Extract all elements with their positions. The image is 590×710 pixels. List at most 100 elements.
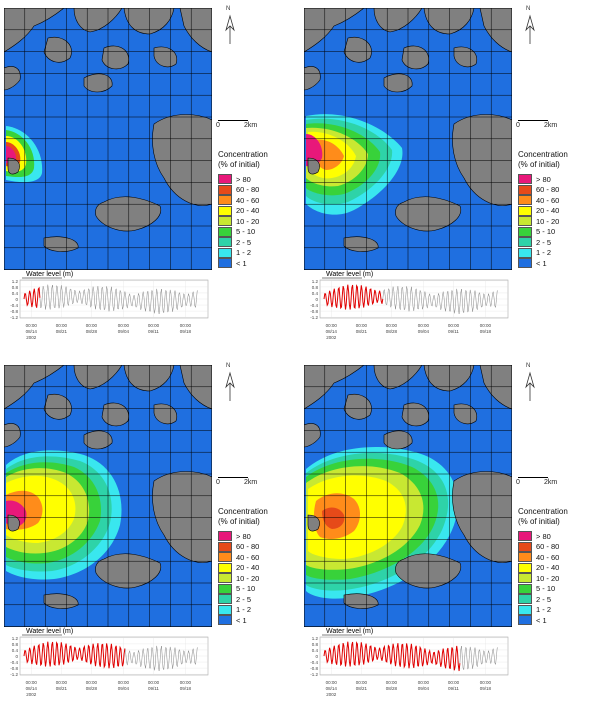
- wl-x-time: 00:00: [480, 680, 492, 685]
- legend-item: 20 - 40: [218, 562, 290, 574]
- legend-item: > 80: [518, 531, 590, 542]
- legend-label: 10 - 20: [236, 573, 260, 583]
- legend-title: Concentration (% of initial): [218, 150, 290, 170]
- legend-swatch: [218, 237, 232, 248]
- north-label: N: [526, 363, 531, 369]
- legend-item: > 80: [518, 174, 590, 185]
- legend-title-line1: Concentration: [218, 150, 268, 159]
- legend-label: 5 - 10: [536, 227, 556, 237]
- legend-title: Concentration (% of initial): [518, 507, 590, 527]
- north-arrow: N: [520, 363, 540, 405]
- land-mass: [373, 7, 423, 33]
- land-mass: [83, 430, 113, 450]
- wl-x-date: 09/04: [418, 686, 430, 691]
- legend-item: < 1: [518, 615, 590, 626]
- legend-swatch: [218, 562, 232, 573]
- legend-label: 20 - 40: [536, 563, 560, 573]
- wl-x-date: 08/28: [386, 329, 398, 334]
- legend-label: < 1: [536, 615, 547, 625]
- wl-x-date: 08/21: [356, 329, 368, 334]
- water-level-chart: Water level (m) 1.2 0.8 0.4 0 -0.4 -0.8 -1.2 00:…: [2, 271, 212, 348]
- legend-swatch: [218, 594, 232, 605]
- legend-item: > 80: [218, 531, 290, 542]
- water-level-title: Water level (m): [26, 271, 74, 278]
- legend-title-line2: (% of initial): [218, 160, 260, 169]
- legend-label: > 80: [236, 531, 251, 541]
- wl-x-time: 00:00: [56, 680, 68, 685]
- legend-item: 20 - 40: [518, 562, 590, 574]
- wl-x-time: 00:00: [86, 680, 98, 685]
- legend-swatch: [218, 541, 232, 552]
- legend-label: 60 - 80: [236, 542, 260, 552]
- legend-swatch: [518, 541, 532, 552]
- legend-label: 10 - 20: [536, 573, 560, 583]
- wl-x-time: 00:00: [386, 323, 398, 328]
- wl-x-date: 09/11: [148, 686, 159, 691]
- wl-future-series: [459, 645, 499, 670]
- legend-label: 2 - 5: [536, 594, 552, 604]
- legend-item: < 1: [218, 615, 290, 626]
- wl-y-tick: -1.2: [310, 315, 318, 320]
- scale-line: [518, 477, 548, 478]
- wl-x-time: 00:00: [480, 323, 492, 328]
- land-mass: [303, 423, 321, 448]
- land-mass: [83, 73, 113, 93]
- legend-swatch: [518, 604, 532, 615]
- legend-item: 20 - 40: [518, 205, 590, 217]
- land-mass: [73, 364, 123, 390]
- wl-x-date: 09/18: [480, 329, 492, 334]
- land-mass: [423, 7, 475, 35]
- panel-3: N 0 2km Concentration (% of initial) > 80 60 -…: [0, 357, 290, 707]
- wl-y-tick: 0: [315, 297, 318, 302]
- land-mass: [303, 364, 365, 410]
- water-level-svg: 1.20.80.40-0.4-0.8-1.200:0008/1400:0008/…: [310, 634, 509, 697]
- wl-x-time: 00:00: [180, 323, 192, 328]
- north-arrow-icon: [525, 371, 535, 401]
- map-svg: [303, 364, 513, 628]
- land-mass: [123, 7, 175, 35]
- land-mass: [7, 157, 20, 175]
- legend-swatch: [518, 552, 532, 563]
- land-mass: [153, 46, 178, 68]
- legend-item: 1 - 2: [218, 604, 290, 616]
- legend-swatch: [518, 562, 532, 573]
- wl-x-time: 00:00: [180, 680, 192, 685]
- legend-label: 2 - 5: [236, 594, 252, 604]
- legend-swatch: [218, 573, 232, 584]
- wl-year: 2002: [326, 335, 337, 340]
- scale-end-label: 2km: [544, 122, 558, 129]
- legend-swatch: [218, 184, 232, 195]
- legend-swatch: [218, 216, 232, 227]
- legend-swatch: [218, 531, 232, 542]
- panel-1: N 0 2km Concentration (% of initial) > 80 60 -…: [0, 0, 290, 350]
- legend-label: 1 - 2: [236, 605, 252, 615]
- concentration-legend: Concentration (% of initial) > 80 60 - 80 40…: [218, 507, 290, 626]
- water-level-svg: 1.20.80.40-0.4-0.8-1.200:0008/1400:0008/…: [10, 634, 209, 697]
- water-level-title: Water level (m): [326, 271, 374, 278]
- legend-item: 5 - 10: [218, 583, 290, 595]
- legend-title-line1: Concentration: [518, 507, 568, 516]
- legend-swatch: [218, 604, 232, 615]
- land-mass: [95, 196, 162, 232]
- legend-item: 2 - 5: [518, 594, 590, 605]
- wl-y-tick: -0.8: [10, 666, 18, 671]
- legend-item: 1 - 2: [518, 604, 590, 616]
- legend-item: 1 - 2: [518, 247, 590, 259]
- scale-bar: 0 2km: [516, 120, 588, 134]
- legend-swatch: [218, 615, 232, 626]
- wl-year: 2002: [26, 692, 37, 697]
- wl-y-tick: -0.4: [10, 660, 18, 665]
- legend-swatch: [218, 174, 232, 185]
- map-svg: [3, 364, 213, 628]
- land-mass: [43, 393, 72, 420]
- scale-bar: 0 2km: [216, 120, 288, 134]
- legend-swatch: [218, 552, 232, 563]
- legend-swatch: [518, 174, 532, 185]
- land-mass: [383, 73, 413, 93]
- legend-item: < 1: [218, 258, 290, 269]
- land-mass: [95, 553, 162, 589]
- land-mass: [307, 157, 320, 175]
- wl-x-time: 00:00: [326, 323, 338, 328]
- legend-item: 20 - 40: [218, 205, 290, 217]
- wl-x-time: 00:00: [448, 680, 460, 685]
